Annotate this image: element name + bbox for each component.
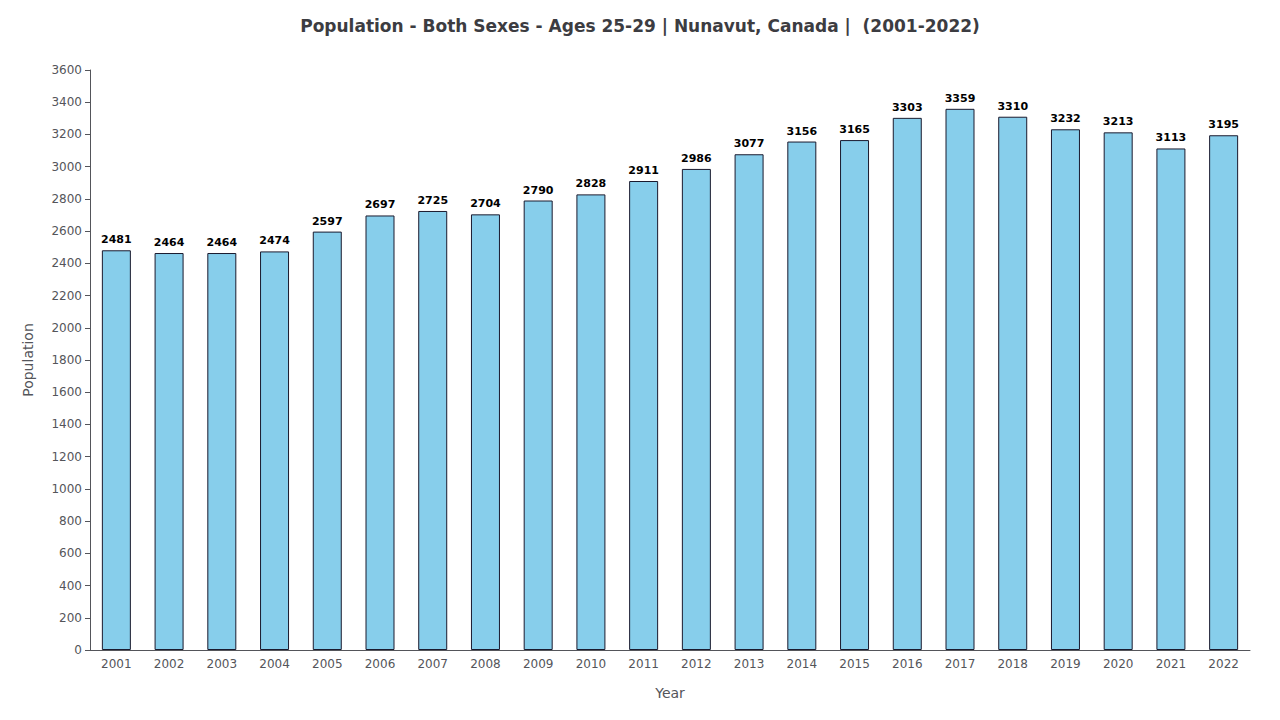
svg-text:3232: 3232 (1050, 112, 1081, 125)
svg-text:2474: 2474 (259, 234, 290, 247)
svg-text:2013: 2013 (734, 657, 765, 671)
svg-text:3303: 3303 (892, 101, 923, 114)
svg-text:3195: 3195 (1208, 118, 1239, 131)
svg-text:2006: 2006 (365, 657, 396, 671)
svg-text:2002: 2002 (154, 657, 185, 671)
svg-text:2021: 2021 (1156, 657, 1187, 671)
svg-text:800: 800 (59, 514, 82, 528)
svg-text:3359: 3359 (945, 92, 976, 105)
svg-text:Population - Both Sexes - Ages: Population - Both Sexes - Ages 25-29 | N… (300, 16, 980, 36)
svg-text:3400: 3400 (51, 95, 82, 109)
svg-text:1200: 1200 (51, 450, 82, 464)
svg-text:2911: 2911 (628, 164, 659, 177)
svg-text:2010: 2010 (576, 657, 607, 671)
svg-text:2828: 2828 (576, 177, 607, 190)
svg-text:2009: 2009 (523, 657, 554, 671)
svg-text:2725: 2725 (417, 194, 448, 207)
svg-text:2000: 2000 (51, 321, 82, 335)
svg-text:1600: 1600 (51, 385, 82, 399)
svg-text:2464: 2464 (154, 236, 185, 249)
svg-text:2697: 2697 (365, 198, 396, 211)
svg-text:2400: 2400 (51, 256, 82, 270)
svg-text:400: 400 (59, 579, 82, 593)
svg-text:3310: 3310 (997, 100, 1028, 113)
svg-text:200: 200 (59, 611, 82, 625)
svg-text:Population: Population (20, 323, 36, 397)
svg-text:600: 600 (59, 546, 82, 560)
svg-text:3213: 3213 (1103, 115, 1134, 128)
svg-text:3077: 3077 (734, 137, 765, 150)
svg-text:2001: 2001 (101, 657, 132, 671)
svg-text:2017: 2017 (945, 657, 976, 671)
svg-text:2004: 2004 (259, 657, 290, 671)
svg-text:3200: 3200 (51, 127, 82, 141)
svg-text:2012: 2012 (681, 657, 712, 671)
svg-text:Year: Year (654, 685, 685, 701)
svg-text:1000: 1000 (51, 482, 82, 496)
svg-text:2597: 2597 (312, 215, 343, 228)
svg-text:2007: 2007 (417, 657, 448, 671)
svg-text:2014: 2014 (787, 657, 818, 671)
svg-text:3113: 3113 (1156, 131, 1187, 144)
svg-text:2022: 2022 (1208, 657, 1239, 671)
svg-text:2600: 2600 (51, 224, 82, 238)
svg-text:2005: 2005 (312, 657, 343, 671)
svg-text:1800: 1800 (51, 353, 82, 367)
svg-text:2986: 2986 (681, 152, 712, 165)
svg-text:2011: 2011 (628, 657, 659, 671)
svg-text:2464: 2464 (207, 236, 238, 249)
svg-text:2015: 2015 (839, 657, 870, 671)
svg-text:2019: 2019 (1050, 657, 1081, 671)
svg-text:3165: 3165 (839, 123, 870, 136)
svg-text:2008: 2008 (470, 657, 501, 671)
svg-text:2704: 2704 (470, 197, 501, 210)
svg-text:2200: 2200 (51, 289, 82, 303)
svg-text:2016: 2016 (892, 657, 923, 671)
svg-text:1400: 1400 (51, 417, 82, 431)
svg-text:0: 0 (74, 643, 82, 657)
svg-text:2790: 2790 (523, 184, 554, 197)
svg-text:3156: 3156 (787, 125, 818, 138)
svg-text:2020: 2020 (1103, 657, 1134, 671)
svg-text:3000: 3000 (51, 160, 82, 174)
svg-text:2800: 2800 (51, 192, 82, 206)
svg-text:2481: 2481 (101, 233, 132, 246)
svg-text:2018: 2018 (997, 657, 1028, 671)
svg-text:2003: 2003 (207, 657, 238, 671)
svg-text:3600: 3600 (51, 63, 82, 77)
